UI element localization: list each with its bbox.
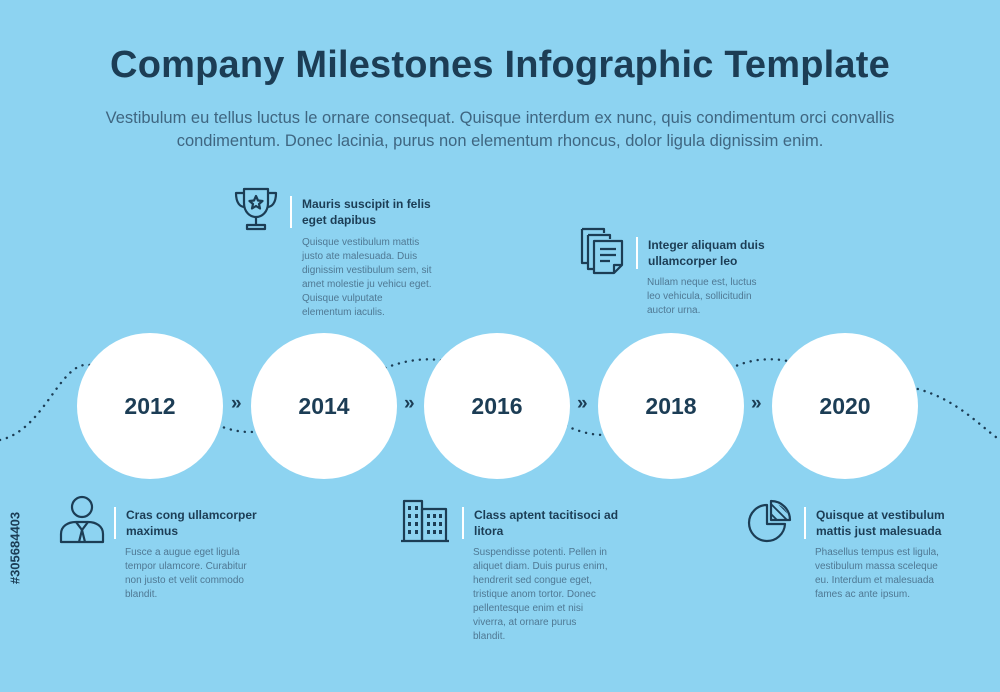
year-circle-2018: 2018 (598, 333, 744, 479)
businessman-icon (59, 495, 105, 544)
milestone-text: Phasellus tempus est ligula, vestibulum … (815, 547, 939, 600)
pie-chart-icon (747, 499, 792, 543)
milestone-text: Suspendisse potenti. Pellen in aliquet d… (473, 547, 608, 642)
year-label: 2018 (645, 392, 697, 419)
year-label: 2012 (124, 392, 176, 419)
milestone-title: Class aptent tacitisoci ad litora (462, 507, 624, 539)
chevron-right-icon: » (577, 393, 588, 414)
stock-id-text: #305684403 (7, 511, 23, 585)
year-label: 2014 (298, 392, 350, 419)
chevron-right-icon: » (231, 393, 242, 414)
year-circle-2014: 2014 (251, 333, 397, 479)
stock-id-label: #305684403 (5, 448, 25, 648)
milestone-text: Nullam neque est, luctus leo vehicula, s… (647, 277, 757, 316)
milestone-title: Mauris suscipit in felis eget dapibus (290, 196, 442, 228)
year-label: 2016 (471, 392, 523, 419)
page-subtitle: Vestibulum eu tellus luctus le ornare co… (105, 109, 895, 150)
milestone-title: Quisque at vestibulum mattis just malesu… (804, 507, 966, 539)
buildings-icon (401, 499, 449, 543)
year-circle-2016: 2016 (424, 333, 570, 479)
milestone-text: Quisque vestibulum mattis justo ate male… (302, 237, 432, 318)
year-circle-2020: 2020 (772, 333, 918, 479)
page-title: Company Milestones Infographic Template (110, 44, 890, 86)
milestone-title: Integer aliquam duis ullamcorper leo (636, 237, 788, 269)
chevron-right-icon: » (751, 393, 762, 414)
milestone-title: Cras cong ullamcorper maximus (114, 507, 276, 539)
chevron-right-icon: » (404, 393, 415, 414)
year-circle-2012: 2012 (77, 333, 223, 479)
milestone-text: Fusce a augue eget ligula tempor ulamcor… (125, 547, 247, 600)
documents-icon (580, 227, 624, 275)
year-label: 2020 (819, 392, 871, 419)
trophy-icon (234, 187, 278, 231)
